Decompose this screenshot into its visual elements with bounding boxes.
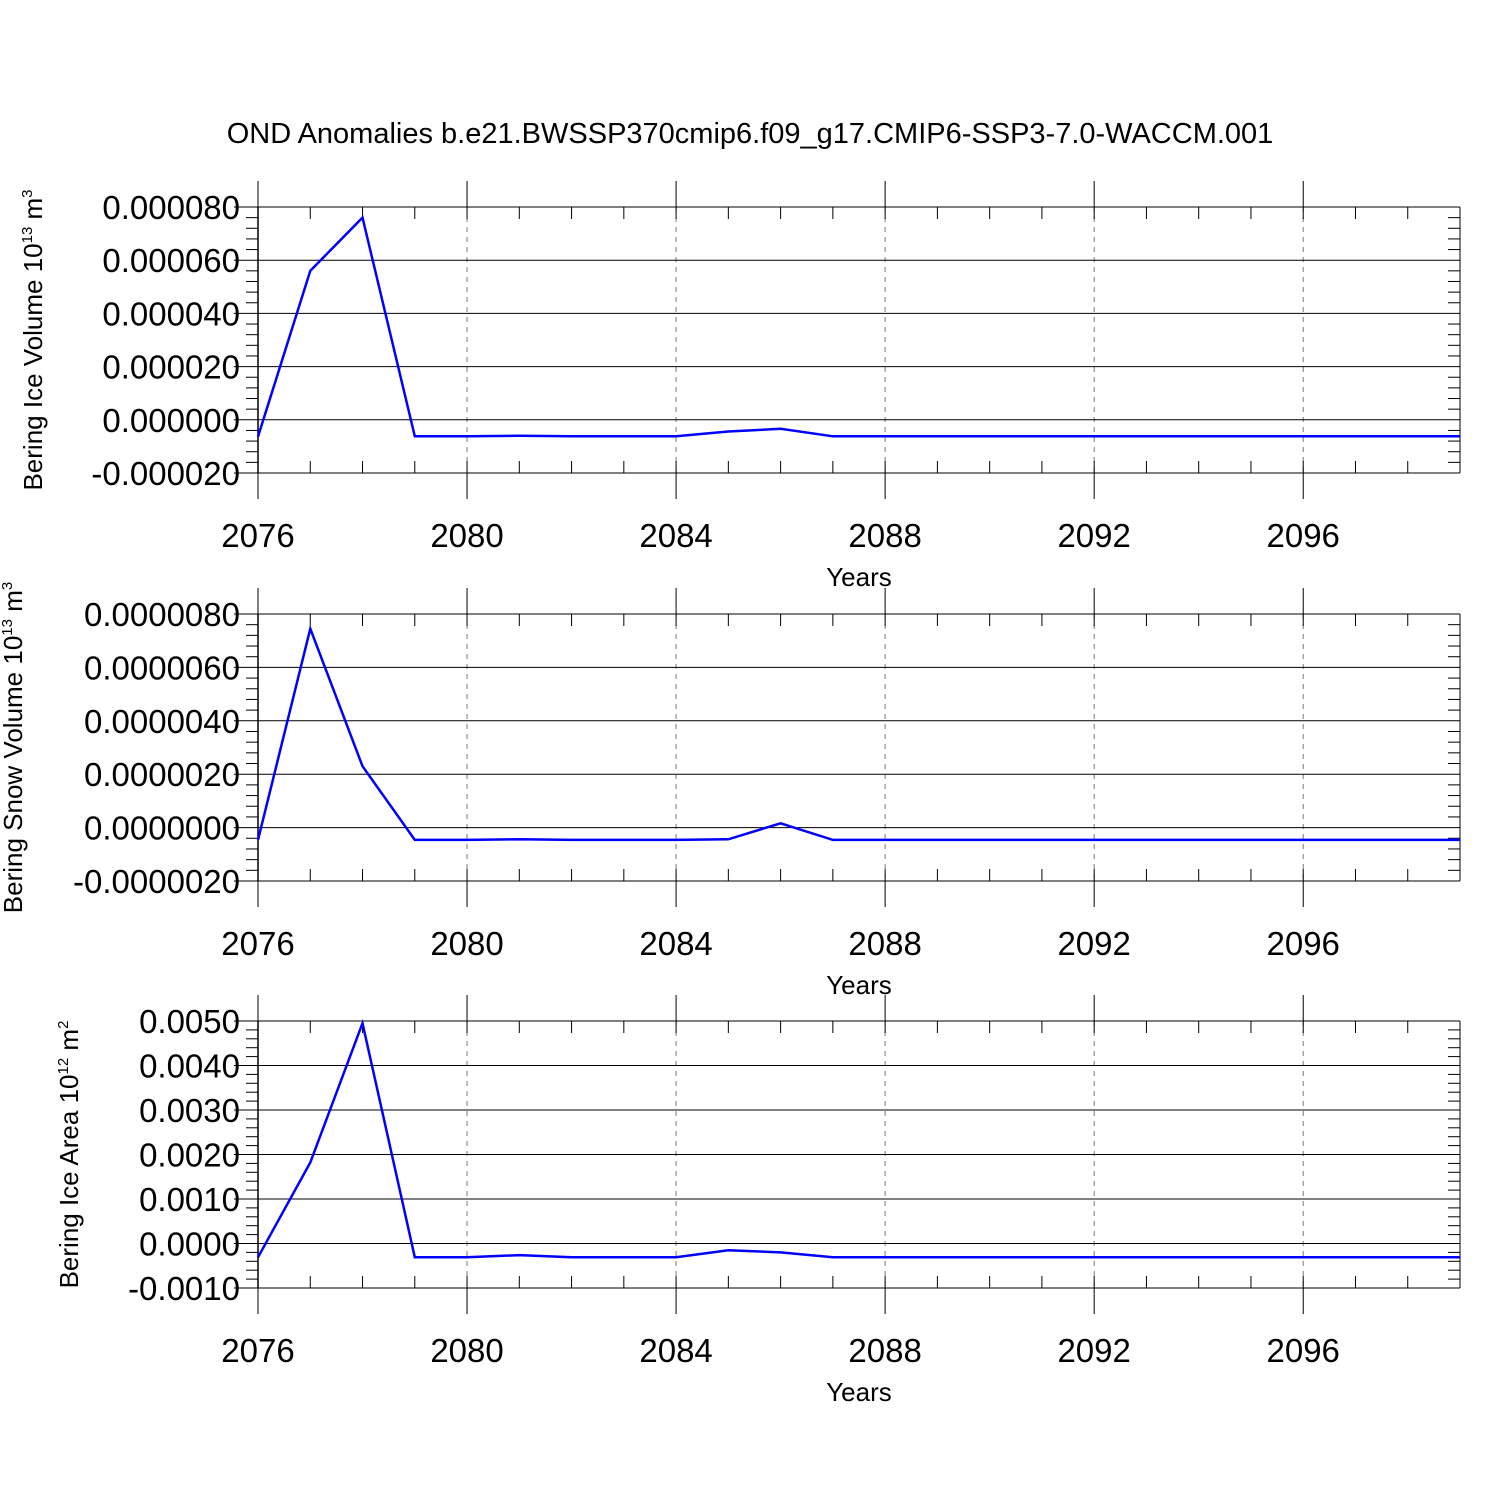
y-axis-title-part: Bering Ice Volume 10: [18, 243, 48, 490]
x-tick-label: 2092: [1057, 1332, 1130, 1369]
y-tick-label: 0.000000: [102, 402, 240, 439]
y-tick-label: 0.0000000: [84, 810, 240, 847]
x-tick-label: 2092: [1057, 925, 1130, 962]
y-axis-title-superscript: 3: [19, 189, 36, 197]
panel-2: 2076 2080 2084 2088 2092 2096 -0.0000020 0.0000…: [0, 582, 1461, 1000]
y-tick-label: 0.0000060: [84, 649, 240, 686]
x-tick-label: 2096: [1267, 1332, 1340, 1369]
x-tick-label: 2076: [221, 925, 294, 962]
y-tick-label: 0.0020: [139, 1137, 240, 1174]
x-tick-label: 2088: [848, 925, 921, 962]
x-axis-title: Years: [826, 1377, 892, 1407]
x-tick-label: 2096: [1267, 517, 1340, 554]
y-axis-title: Bering Ice Volume 1013 m3: [18, 189, 48, 490]
y-axis-title-part: Bering Snow Volume 10: [0, 636, 28, 914]
y-tick-label: 0.0050: [139, 1003, 240, 1040]
y-tick-label: 0.0030: [139, 1092, 240, 1129]
y-tick-label: 0.000040: [102, 295, 240, 332]
y-axis-title-part: Bering Ice Area 10: [54, 1075, 84, 1289]
y-axis-title-superscript: 3: [0, 582, 16, 590]
y-axis-title-superscript: 13: [0, 619, 16, 636]
panel-1: 2076 2080 2084 2088 2092 2096 -0.000020 0.00000…: [18, 181, 1461, 592]
y-tick-label: -0.0000020: [73, 863, 240, 900]
x-tick-label: 2092: [1057, 517, 1130, 554]
y-axis-title-part: m: [18, 198, 48, 227]
chart-title: OND Anomalies b.e21.BWSSP370cmip6.f09_g1…: [227, 118, 1274, 150]
chart-panels: 2076 2080 2084 2088 2092 2096-0.0000200.00000…: [0, 181, 1461, 1407]
x-tick-label: 2088: [848, 517, 921, 554]
y-tick-label: -0.0010: [128, 1270, 240, 1307]
y-tick-label: 0.000060: [102, 242, 240, 279]
y-axis-title-superscript: 12: [55, 1058, 72, 1075]
y-axis-title-part: m: [0, 590, 28, 619]
x-tick-label: 2080: [430, 1332, 503, 1369]
y-tick-label: 0.0040: [139, 1048, 240, 1085]
series-line: [256, 1018, 1460, 1259]
y-tick-label: 0.0000080: [84, 596, 240, 633]
x-tick-label: 2084: [639, 1332, 712, 1369]
x-axis-title: Years: [826, 970, 892, 1000]
y-axis-title-part: m: [54, 1029, 84, 1058]
x-tick-label: 2088: [848, 1332, 921, 1369]
y-tick-label: -0.000020: [91, 455, 240, 492]
y-tick-label: 0.000080: [102, 189, 240, 226]
y-tick-label: 0.0010: [139, 1181, 240, 1218]
y-axis-title: Bering Ice Area 1012 m2: [54, 1021, 84, 1289]
y-axis-title-superscript: 13: [19, 227, 36, 244]
x-tick-label: 2076: [221, 517, 294, 554]
series-line: [256, 624, 1460, 842]
x-tick-label: 2080: [430, 517, 503, 554]
x-axis-title: Years: [826, 562, 892, 592]
x-tick-label: 2076: [221, 1332, 294, 1369]
y-tick-label: 0.0000020: [84, 756, 240, 793]
y-tick-label: 0.0000040: [84, 703, 240, 740]
series-line: [256, 215, 1460, 438]
y-axis-title: Bering Snow Volume 1013 m3: [0, 582, 28, 913]
y-axis-title-superscript: 2: [55, 1021, 72, 1029]
y-tick-label: 0.0000: [139, 1226, 240, 1263]
x-tick-label: 2084: [639, 925, 712, 962]
x-tick-label: 2084: [639, 517, 712, 554]
x-tick-label: 2096: [1267, 925, 1340, 962]
panel-3: 2076 2080 2084 2088 2092 2096 -0.0010 0.0000 0.0…: [54, 995, 1461, 1407]
x-tick-label: 2080: [430, 925, 503, 962]
y-tick-label: 0.000020: [102, 349, 240, 386]
